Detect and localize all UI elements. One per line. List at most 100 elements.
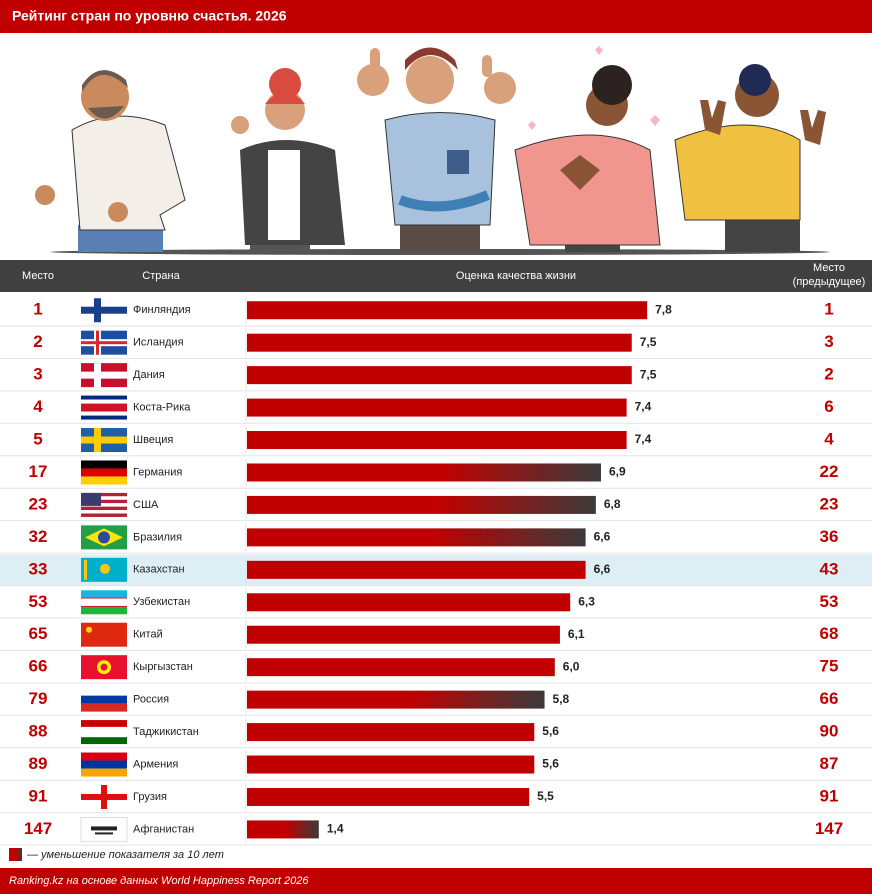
flag-part — [81, 403, 127, 412]
bar — [247, 593, 571, 612]
prev-rank: 90 — [820, 722, 839, 741]
value-label: 7,5 — [640, 335, 657, 349]
flag-part — [81, 605, 127, 607]
prev-rank: 23 — [820, 494, 839, 513]
country-name: США — [133, 499, 159, 511]
flag — [81, 363, 127, 388]
flag-part — [81, 687, 127, 696]
rank: 33 — [29, 559, 48, 578]
header-rank: Место — [22, 270, 54, 282]
prev-rank: 4 — [824, 430, 834, 449]
flag-part — [100, 563, 110, 574]
bar — [247, 560, 586, 579]
chart-title: Рейтинг стран по уровню счастья. 2026 — [12, 8, 287, 24]
rank: 4 — [33, 397, 43, 416]
value-label: 7,5 — [640, 367, 657, 381]
value-label: 1,4 — [327, 822, 344, 836]
flag — [81, 622, 127, 647]
country-name: Китай — [133, 629, 163, 641]
header-value: Оценка качества жизни — [456, 270, 576, 282]
bar — [247, 690, 545, 709]
value-label: 6,6 — [594, 530, 611, 544]
country-name: Финляндия — [133, 304, 191, 316]
flag-part — [81, 513, 127, 517]
flag-part — [100, 663, 108, 671]
bar — [247, 820, 319, 839]
legend-text: — уменьшение показателя за 10 лет — [26, 849, 224, 861]
rank: 1 — [33, 300, 42, 319]
value-label: 6,6 — [594, 562, 611, 576]
country-name: Исландия — [133, 337, 184, 349]
flag-part — [81, 793, 127, 800]
country-name: Таджикистан — [133, 726, 199, 738]
flag — [81, 720, 127, 745]
flag — [81, 428, 127, 453]
country-name: Германия — [133, 466, 182, 478]
rank: 5 — [33, 430, 42, 449]
flag-part — [81, 768, 127, 777]
rank: 88 — [29, 722, 48, 741]
flag-part — [81, 752, 127, 761]
bar — [247, 333, 632, 352]
flag — [81, 395, 127, 420]
flag-part — [81, 622, 127, 647]
prev-rank: 68 — [820, 624, 839, 643]
flag-part — [81, 436, 127, 444]
bar — [247, 495, 596, 514]
rank: 17 — [29, 462, 48, 481]
flag — [81, 655, 127, 680]
bar — [247, 723, 535, 742]
bar — [247, 463, 601, 482]
bar — [247, 625, 560, 644]
rank: 2 — [33, 332, 42, 351]
prev-rank: 22 — [820, 462, 839, 481]
flag-part — [81, 703, 127, 712]
flag-part — [81, 411, 127, 416]
flag-part — [81, 503, 127, 507]
flag-part — [81, 598, 127, 606]
rank: 53 — [29, 592, 48, 611]
flag-part — [81, 399, 127, 404]
flag-part — [81, 492, 101, 506]
flag — [81, 557, 127, 582]
flag — [81, 752, 127, 777]
footer-bar — [0, 868, 872, 894]
bar — [247, 301, 648, 320]
flag — [80, 816, 128, 842]
country-name: Узбекистан — [133, 596, 190, 608]
flag-part — [81, 341, 127, 345]
flag-part — [81, 737, 127, 745]
flag-part — [81, 506, 127, 511]
flag-part — [81, 460, 127, 469]
value-label: 6,9 — [609, 465, 626, 479]
rank: 23 — [29, 494, 48, 513]
flag-part — [81, 695, 127, 704]
flag-part — [81, 606, 127, 615]
prev-rank: 36 — [820, 527, 839, 546]
value-label: 5,8 — [553, 692, 570, 706]
legend-swatch — [9, 848, 22, 861]
prev-rank: 2 — [824, 365, 833, 384]
flag-part — [81, 510, 127, 514]
bar — [247, 431, 627, 450]
bar — [247, 366, 632, 385]
flag — [81, 590, 127, 615]
illustration — [0, 33, 872, 258]
country-name: Россия — [133, 694, 169, 706]
bar — [247, 398, 627, 417]
flag-part — [81, 306, 127, 314]
value-label: 7,4 — [635, 432, 652, 446]
prev-rank: 75 — [820, 657, 839, 676]
flag-part — [81, 468, 127, 477]
rank: 91 — [29, 786, 48, 805]
rank: 66 — [29, 657, 48, 676]
prev-rank: 66 — [820, 689, 839, 708]
flag-part — [98, 531, 110, 544]
country-name: Коста-Рика — [133, 401, 191, 413]
flag-part — [80, 816, 128, 842]
value-label: 6,3 — [578, 594, 595, 608]
flag — [81, 784, 127, 809]
bar — [247, 528, 586, 547]
rank: 32 — [29, 527, 48, 546]
flag-part — [81, 760, 127, 769]
